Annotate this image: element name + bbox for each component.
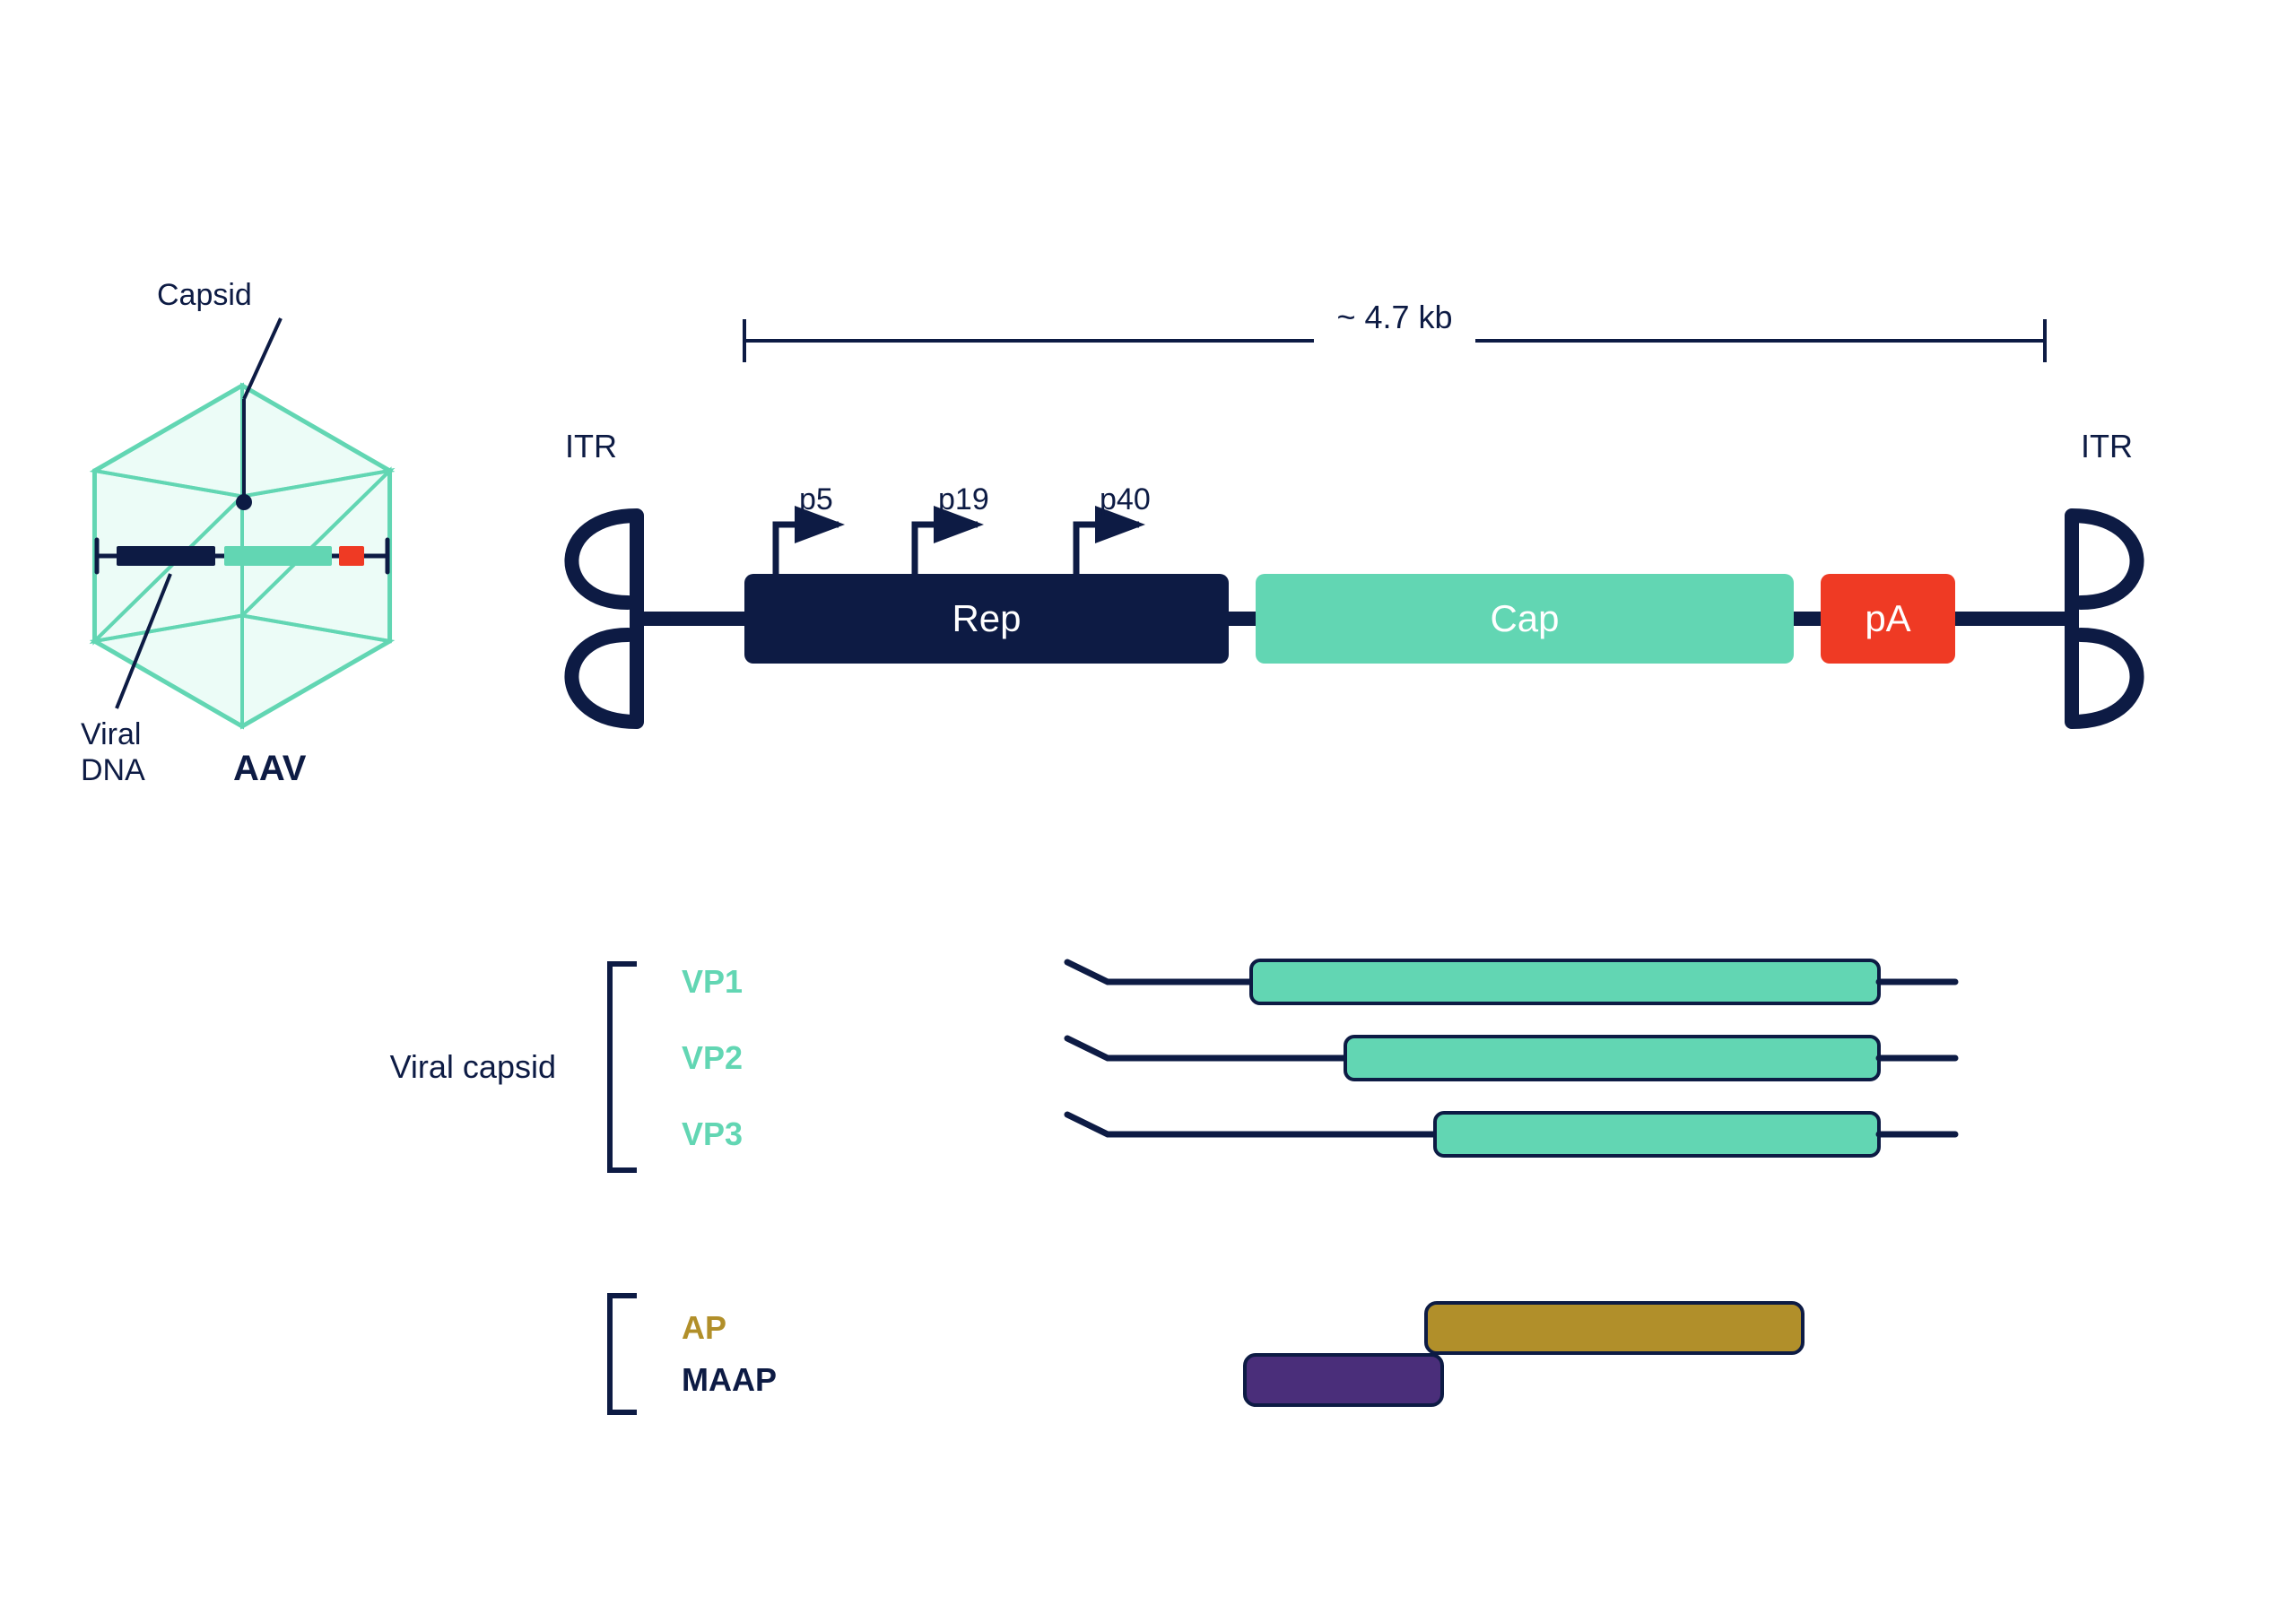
- vp-bar: [1251, 960, 1879, 1003]
- promoter-label: p19: [938, 482, 989, 516]
- ap-bar: [1426, 1303, 1803, 1353]
- viral-dna-label-line1: Viral: [81, 717, 141, 751]
- ap-maap-products: AP MAAP: [610, 1296, 1803, 1412]
- pa-label: pA: [1865, 597, 1910, 639]
- rep-label: Rep: [952, 597, 1021, 639]
- diagram-svg: Capsid Viral DNA AAV ~ 4.7 kb Rep Cap pA p5…: [0, 0, 2296, 1623]
- vp-label: VP1: [682, 963, 743, 1000]
- promoter-arrow: [915, 525, 978, 574]
- viral-dna-label-line2: DNA: [81, 753, 145, 787]
- scale-bracket: ~ 4.7 kb: [744, 299, 2045, 364]
- maap-label: MAAP: [682, 1361, 777, 1398]
- viral-capsid-products: Viral capsid VP1 VP2 VP3: [390, 960, 1955, 1170]
- transcript-line: [1067, 1038, 1345, 1058]
- vp-label: VP2: [682, 1039, 743, 1076]
- maap-bar: [1245, 1355, 1442, 1405]
- cap-label: Cap: [1490, 597, 1559, 639]
- diagram-canvas: Capsid Viral DNA AAV ~ 4.7 kb Rep Cap pA p5…: [0, 0, 2296, 1623]
- promoter-label: p5: [799, 482, 833, 516]
- bracket-icon: [610, 1296, 637, 1412]
- bracket-icon: [610, 964, 637, 1170]
- capsid-label: Capsid: [157, 278, 252, 312]
- scale-label: ~ 4.7 kb: [1336, 299, 1452, 335]
- promoter-label: p40: [1100, 482, 1151, 516]
- vp-label: VP3: [682, 1115, 743, 1152]
- transcript-line: [1067, 962, 1251, 982]
- vp-bar: [1345, 1037, 1879, 1080]
- vp-bar: [1435, 1113, 1879, 1156]
- ap-label: AP: [682, 1309, 726, 1346]
- itr-left-label: ITR: [565, 428, 617, 464]
- promoter-arrow: [776, 525, 839, 574]
- viral-capsid-label: Viral capsid: [390, 1048, 556, 1085]
- genome-diagram: Rep Cap pA p5 p19 p40 ITR ITR: [565, 428, 2137, 722]
- itr-right-label: ITR: [2081, 428, 2133, 464]
- promoter-arrow: [1076, 525, 1139, 574]
- aav-label: AAV: [233, 749, 307, 788]
- transcript-line: [1067, 1115, 1435, 1134]
